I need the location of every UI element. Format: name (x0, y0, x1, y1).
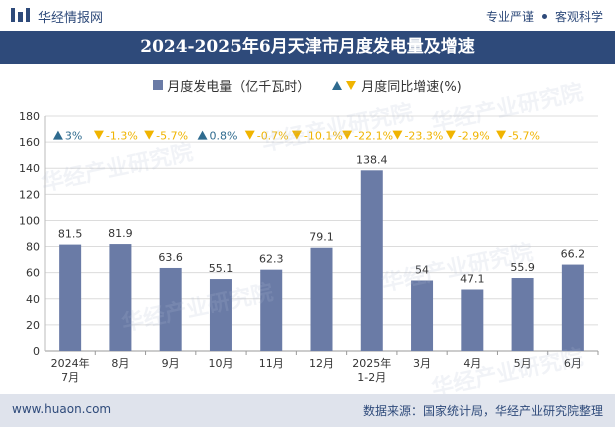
bar-value-label: 47.1 (460, 273, 485, 286)
x-tick-label: 1-2月 (357, 371, 386, 384)
slogan-right: 客观科学 (554, 10, 603, 24)
growth-label: -0.7% (257, 130, 289, 143)
triangle-up-icon (332, 80, 343, 90)
bar-value-label: 63.6 (158, 251, 183, 264)
bar-value-label: 66.2 (561, 248, 586, 261)
footer-url: www.huaon.com (12, 402, 112, 416)
legend-item-bar: 月度发电量（亿千瓦时） (153, 76, 310, 95)
x-tick-label: 5月 (514, 357, 532, 370)
triangle-down-icon (342, 130, 353, 140)
bar-value-label: 81.9 (108, 227, 133, 240)
growth-label: -23.3% (404, 130, 443, 143)
triangle-down-icon (445, 130, 456, 140)
bar-value-label: 62.3 (259, 253, 284, 266)
triangle-up-icon (52, 130, 63, 140)
chart-legend: 月度发电量（亿千瓦时） 月度同比增速(%) (0, 76, 615, 95)
x-tick-label: 2024年 (51, 356, 90, 370)
x-tick-label: 6月 (564, 357, 582, 370)
bar-value-label: 79.1 (309, 231, 334, 244)
x-tick-label: 12月 (309, 357, 334, 370)
triangle-down-icon (144, 130, 155, 140)
bar (59, 244, 82, 351)
title-band: 2024-2025年6月天津市月度发电量及增速 (0, 31, 615, 64)
x-tick-label: 3月 (413, 357, 431, 370)
triangle-down-icon (496, 130, 507, 140)
bar (360, 170, 383, 351)
y-tick-label: 0 (33, 345, 40, 358)
x-tick-label: 2025年 (352, 356, 391, 370)
legend-bar-label: 月度发电量（亿千瓦时） (167, 79, 311, 95)
bar-value-label: 55.9 (510, 261, 535, 274)
bar (561, 264, 584, 351)
triangle-down-icon (244, 130, 255, 140)
x-tick-label: 7月 (61, 371, 79, 384)
bar (209, 279, 232, 351)
y-tick-label: 60 (26, 267, 40, 280)
footer: www.huaon.com 数据来源：国家统计局，华经产业研究院整理 (0, 394, 615, 427)
legend-growth-label: 月度同比增速(%) (361, 79, 462, 95)
bar (310, 247, 333, 351)
bar (461, 289, 484, 351)
bar-value-label: 138.4 (356, 153, 388, 166)
slogan: 专业严谨 客观科学 (486, 8, 603, 25)
growth-label: -5.7% (156, 130, 188, 143)
y-tick-label: 120 (19, 188, 40, 201)
y-tick-label: 180 (19, 110, 40, 123)
triangle-down-icon (93, 130, 104, 140)
growth-label: -5.7% (508, 130, 540, 143)
y-tick-label: 100 (19, 214, 40, 227)
legend-item-growth: 月度同比增速(%) (332, 76, 462, 95)
growth-label: -2.9% (458, 130, 490, 143)
growth-label: -22.1% (354, 130, 393, 143)
brand-name: 华经情报网 (38, 11, 104, 26)
bar-value-label: 54 (415, 264, 429, 277)
bar (109, 244, 132, 351)
x-tick-label: 9月 (162, 357, 180, 370)
y-tick-label: 160 (19, 136, 40, 149)
brand-logo-icon (11, 8, 30, 22)
triangle-down-icon (291, 130, 302, 140)
x-tick-label: 11月 (259, 357, 284, 370)
bar (511, 278, 534, 351)
x-tick-label: 4月 (463, 357, 481, 370)
bar (260, 269, 283, 351)
bar-value-label: 55.1 (209, 262, 234, 275)
slogan-left: 专业严谨 (485, 10, 534, 24)
bullet-icon (541, 14, 547, 19)
x-tick-label: 8月 (111, 357, 129, 370)
triangle-down-icon (346, 80, 357, 90)
top-bar: 华经情报网 专业严谨 客观科学 (0, 0, 615, 30)
bar-value-label: 81.5 (58, 228, 83, 241)
bar-swatch-icon (153, 80, 164, 90)
growth-label: 0.8% (210, 130, 238, 143)
y-tick-label: 80 (26, 241, 40, 254)
triangle-up-icon (197, 130, 208, 140)
y-tick-label: 20 (26, 319, 40, 332)
y-tick-label: 40 (26, 293, 40, 306)
y-tick-label: 140 (19, 162, 40, 175)
growth-label: -1.3% (106, 130, 138, 143)
chart-title: 2024-2025年6月天津市月度发电量及增速 (140, 37, 475, 57)
bar (159, 267, 182, 351)
triangle-down-icon (392, 130, 403, 140)
bar (411, 280, 434, 351)
footer-source: 数据来源：国家统计局，华经产业研究院整理 (362, 404, 603, 418)
growth-label: 3% (65, 130, 82, 143)
x-tick-label: 10月 (208, 357, 233, 370)
growth-label: -10.1% (304, 130, 343, 143)
